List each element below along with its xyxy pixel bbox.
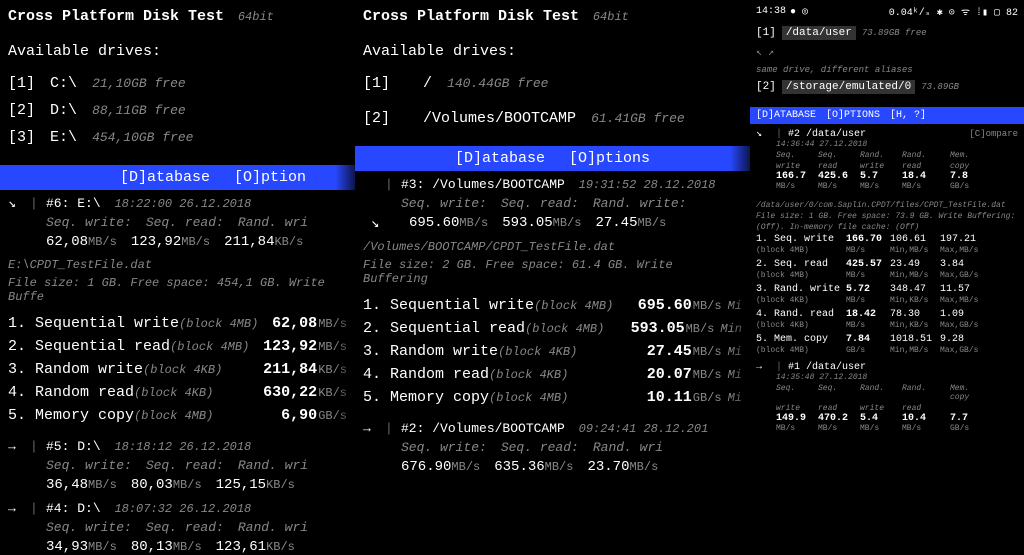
app-title: Cross Platform Disk Test <box>363 8 579 25</box>
available-label: Available drives: <box>0 29 355 70</box>
menu-database[interactable]: [D]atabase <box>120 169 210 186</box>
title-row: Cross Platform Disk Test 64bit <box>355 0 750 29</box>
clock: 14:38 <box>756 6 786 17</box>
bench-row: 4. Random read(block 4KB)630,22KB/s <box>8 381 347 404</box>
bench-row: 3. Random write(block 4KB)27.45MB/sMi <box>363 340 742 363</box>
bench-row: 3. Rand. write5.72348.4711.57 <box>750 283 1024 296</box>
collapse-arrow-icon[interactable]: → <box>363 421 377 436</box>
drive-item[interactable]: [1] /data/user 73.89GB free <box>750 23 1024 43</box>
menu-database[interactable]: [D]ATABASE <box>756 110 816 121</box>
drive-item[interactable]: [2] /storage/emulated/0 73.89GB <box>750 77 1024 97</box>
status-bar: 14:38 ● ◎ 0.04ᵏ/ₛ ✱ ⊙ ᯤ ⁞▮ ▢ 82 <box>750 0 1024 23</box>
bits-label: 64bit <box>593 10 629 24</box>
metrics-values: 62,08MB/s 123,92MB/s 211,84KB/s <box>0 232 355 252</box>
bench-row: 2. Sequential read(block 4MB)123,92MB/s <box>8 335 347 358</box>
bits-label: 64bit <box>238 10 274 24</box>
testfile-path: /data/user/0/com.Saplin.CPDT/files/CPDT_… <box>750 197 1024 211</box>
expand-arrow-icon[interactable]: ↘ <box>371 215 385 232</box>
menu-options[interactable]: [O]ptions <box>569 150 650 167</box>
compare-button[interactable]: [C]ompare <box>969 129 1018 139</box>
drive-item[interactable]: [2] D:\ 88,11GB free <box>0 97 355 124</box>
bench-row: 4. Random read(block 4KB)20.07MB/sMi <box>363 363 742 386</box>
drive-item[interactable]: [3] E:\ 454,10GB free <box>0 124 355 151</box>
testfile-path: E:\CPDT_TestFile.dat <box>0 252 355 274</box>
alias-label: same drive, different aliases <box>750 63 1024 77</box>
menu-database[interactable]: [D]atabase <box>455 150 545 167</box>
bench-row: 1. Sequential write(block 4MB)695.60MB/s… <box>363 294 742 317</box>
bench-row: 5. Memory copy(block 4MB)10.11GB/sMi <box>363 386 742 409</box>
expand-arrow-icon[interactable]: ↘ <box>8 196 22 211</box>
menu-bar: [D]ATABASE [O]PTIONS [H, ?] <box>750 107 1024 124</box>
app-title: Cross Platform Disk Test <box>8 8 224 25</box>
bench-row: 1. Sequential write(block 4MB)62,08MB/s <box>8 312 347 335</box>
testfile-path: /Volumes/BOOTCAMP/CPDT_TestFile.dat <box>355 234 750 256</box>
benchmark-list: 1. Sequential write(block 4MB)62,08MB/s … <box>0 306 355 433</box>
meta-line: (Off). In-memory file cache: (Off) <box>750 222 1024 233</box>
drive-item[interactable]: [2] /Volumes/BOOTCAMP 61.41GB free <box>355 105 750 132</box>
bench-row: 2. Sequential read(block 4MB)593.05MB/sM… <box>363 317 742 340</box>
result-header: → | #5: D:\ 18:18:12 26.12.2018 <box>0 433 355 456</box>
result-block: → | #1 /data/user 14:35:48 27.12.2018 Se… <box>750 358 1024 439</box>
title-row: Cross Platform Disk Test 64bit <box>0 0 355 29</box>
benchmark-list: 1. Seq. write166.70106.61197.21 (block 4… <box>750 233 1024 358</box>
panel-mac: Cross Platform Disk Test 64bit Available… <box>355 0 750 555</box>
result-header: → | #2: /Volumes/BOOTCAMP 09:24:41 28.12… <box>355 415 750 438</box>
menu-options[interactable]: [O]ption <box>234 169 306 186</box>
alias-arrows-icon: ↖ ↗ <box>750 43 1024 63</box>
panel-android: 14:38 ● ◎ 0.04ᵏ/ₛ ✱ ⊙ ᯤ ⁞▮ ▢ 82 [1] /data… <box>750 0 1024 555</box>
expand-arrow-icon[interactable]: ↘ <box>756 128 770 140</box>
result-header: ↘ | #6: E:\ 18:22:00 26.12.2018 <box>0 190 355 213</box>
meta-line: File size: 2 GB. Free space: 61.4 GB. Wr… <box>355 256 750 288</box>
status-right: 0.04ᵏ/ₛ ✱ ⊙ ᯤ ⁞▮ ▢ 82 <box>889 4 1018 19</box>
meta-line: File size: 1 GB. Free space: 454,1 GB. W… <box>0 274 355 306</box>
status-icons: ● ◎ <box>790 6 808 18</box>
menu-bar: [D]atabase [O]ptions <box>355 146 750 171</box>
menu-options[interactable]: [O]PTIONS <box>826 110 880 121</box>
available-label: Available drives: <box>355 29 750 70</box>
bench-row: 1. Seq. write166.70106.61197.21 <box>750 233 1024 246</box>
drive-item[interactable]: [1] C:\ 21,10GB free <box>0 70 355 97</box>
collapse-arrow-icon[interactable]: → <box>756 362 770 373</box>
benchmark-list: 1. Sequential write(block 4MB)695.60MB/s… <box>355 288 750 415</box>
bench-row: 5. Memory copy(block 4MB)6,90GB/s <box>8 404 347 427</box>
bench-row: 2. Seq. read425.5723.493.84 <box>750 258 1024 271</box>
collapse-arrow-icon[interactable]: → <box>8 439 22 454</box>
bench-row: 4. Rand. read18.4278.301.09 <box>750 308 1024 321</box>
menu-help[interactable]: [H, ?] <box>890 110 926 121</box>
result-header: → | #4: D:\ 18:07:32 26.12.2018 <box>0 495 355 518</box>
bench-row: 3. Random write(block 4KB)211,84KB/s <box>8 358 347 381</box>
panel-windows: Cross Platform Disk Test 64bit Available… <box>0 0 355 555</box>
metrics-headers: Seq. write: Seq. read: Rand. wri <box>0 213 355 232</box>
menu-bar: [D]atabase [O]ption <box>0 165 355 190</box>
drive-item[interactable]: [1] / 140.44GB free <box>355 70 750 97</box>
collapse-arrow-icon[interactable]: → <box>8 501 22 516</box>
result-header: | #3: /Volumes/BOOTCAMP 19:31:52 28.12.2… <box>355 171 750 194</box>
bench-row: 5. Mem. copy7.841018.519.28 <box>750 333 1024 346</box>
meta-line: File size: 1 GB. Free space: 73.9 GB. Wr… <box>750 211 1024 222</box>
result-block: ↘ | #2 /data/user [C]ompare 14:36:44 27.… <box>750 124 1024 197</box>
